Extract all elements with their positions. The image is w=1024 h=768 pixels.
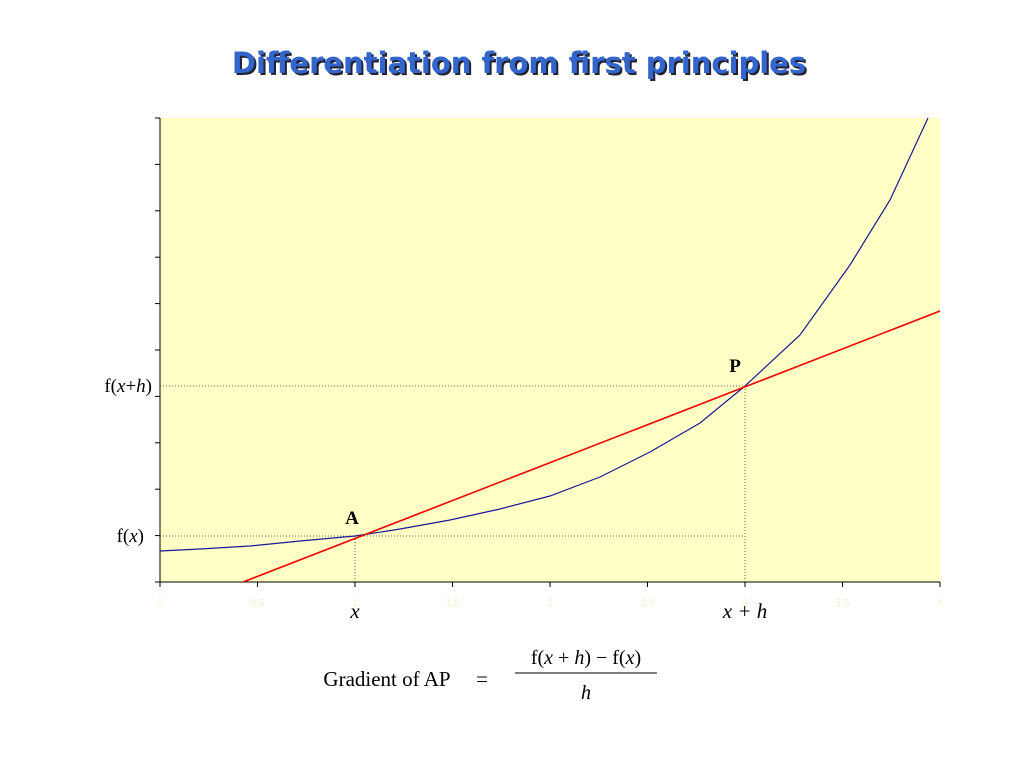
title-shadow: Differentiation from first principles [234, 48, 808, 82]
x-tick-label: 3.5 [836, 598, 850, 609]
x-tick-label: 0.5 [251, 598, 265, 609]
text-part: h [574, 647, 584, 669]
point-label: A [345, 508, 359, 529]
text-part: x [116, 376, 126, 397]
text-part: ) [146, 376, 152, 397]
text-part: ) [634, 647, 641, 669]
text-part: + [125, 376, 136, 397]
formula-lhs: Gradient of AP [323, 667, 450, 691]
text-part: h [136, 376, 146, 397]
x-label: x [349, 599, 360, 623]
text-part: x [543, 647, 553, 669]
curve [159, 117, 929, 552]
axes [155, 117, 941, 587]
y-label-fxh: f(x+h) [104, 376, 152, 397]
y-label-fx: f(x) [117, 526, 144, 547]
plot-area [160, 118, 940, 582]
x-tick-label: 0 [157, 598, 163, 609]
formula-equals: = [476, 667, 488, 691]
title: Differentiation from first principles [232, 46, 806, 80]
x-tick-label: 1 [352, 598, 358, 609]
x-tick-label: 3 [742, 598, 748, 609]
secant-line [242, 310, 941, 583]
x-tick-label: 1.5 [446, 598, 460, 609]
text-part: x [128, 526, 138, 547]
text-part: x [625, 647, 635, 669]
text-part: f( [531, 647, 545, 669]
x-label: x + h [722, 599, 768, 623]
formula-numerator: f(x + h) − f(x) [531, 647, 641, 669]
text-part: + [553, 647, 574, 669]
text-part: f( [117, 526, 130, 547]
point-label: P [729, 356, 741, 377]
x-tick-label: 4 [937, 598, 943, 609]
text-part: ) − f( [584, 647, 626, 669]
x-tick-label: 2.5 [641, 598, 655, 609]
x-tick-label: 2 [547, 598, 553, 609]
text-part: f( [104, 376, 117, 397]
formula-denominator: h [581, 682, 591, 704]
text-part: ) [138, 526, 144, 547]
